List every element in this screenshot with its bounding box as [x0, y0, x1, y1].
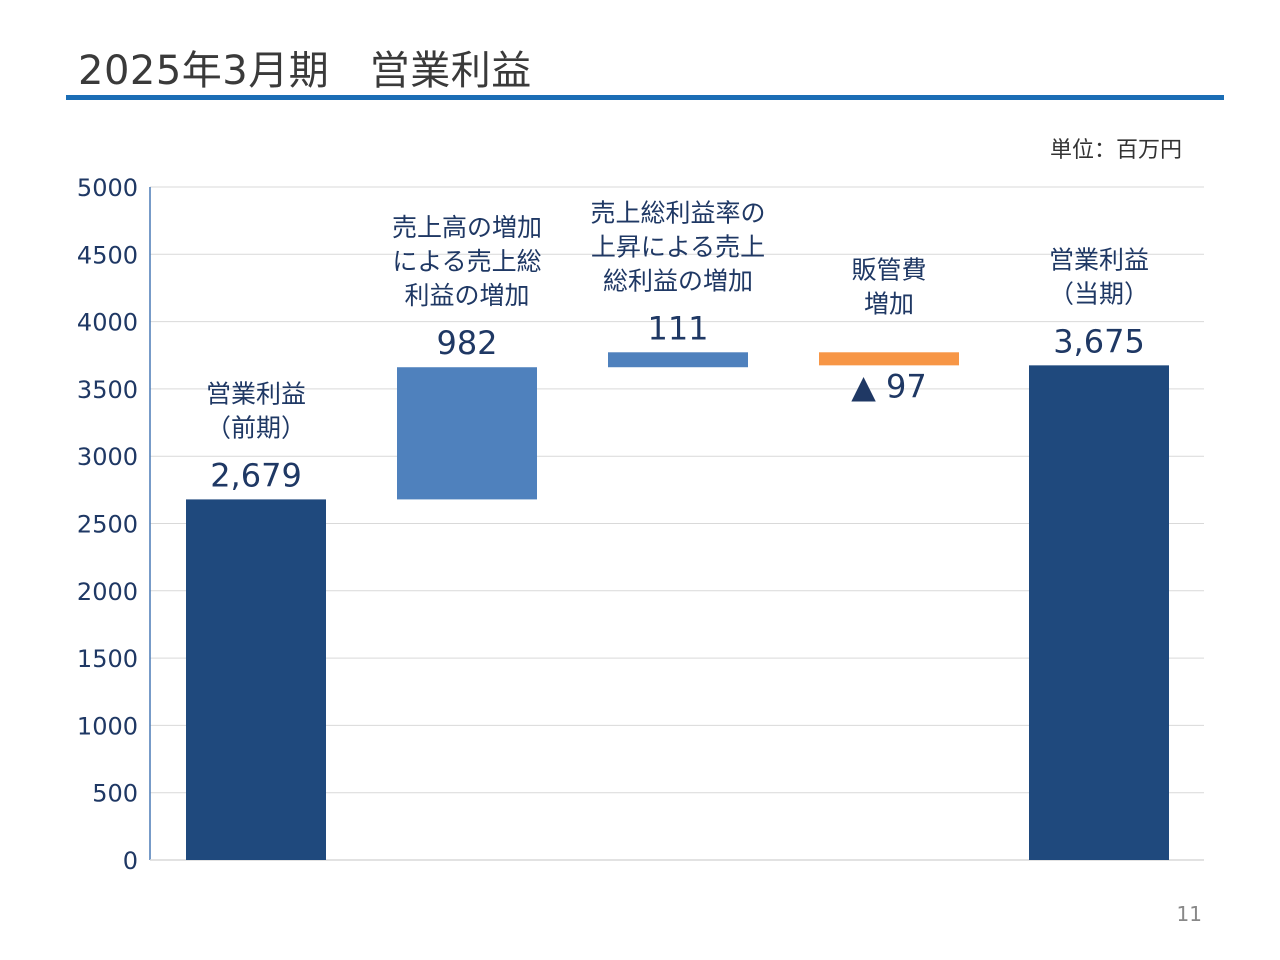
category-label: 売上高の増加 — [392, 213, 542, 242]
category-label: による売上総 — [392, 247, 541, 276]
category-label: 総利益の増加 — [603, 266, 753, 295]
waterfall-bar — [397, 367, 537, 500]
category-label: 売上総利益率の — [590, 198, 765, 227]
page-number: 11 — [1176, 902, 1202, 926]
category-label: 利益の増加 — [404, 281, 529, 310]
slide-title: 2025年3月期 営業利益 — [78, 48, 532, 94]
unit-label: 単位：百万円 — [1049, 138, 1182, 163]
waterfall-bar — [1029, 365, 1169, 860]
category-label: 上昇による売上 — [591, 232, 765, 261]
waterfall-bar — [608, 352, 748, 368]
bar-value-label: 982 — [436, 324, 497, 362]
waterfall-bar — [186, 499, 326, 860]
y-tick-label: 1000 — [77, 712, 138, 740]
y-tick-label: 4000 — [77, 309, 138, 337]
y-tick-label: 2500 — [77, 511, 138, 539]
y-tick-label: 3500 — [77, 376, 138, 404]
y-tick-label: 500 — [92, 780, 138, 808]
waterfall-bar — [819, 352, 959, 366]
category-label: （前期） — [206, 413, 306, 442]
bar-value-label: 3,675 — [1053, 322, 1145, 360]
y-tick-label: 2000 — [77, 578, 138, 606]
y-tick-label: 5000 — [77, 174, 138, 202]
y-tick-label: 1500 — [77, 645, 138, 673]
bar-value-label: ▲ 97 — [851, 367, 927, 405]
category-label: 販管費 — [851, 255, 926, 284]
bar-value-label: 111 — [647, 309, 708, 347]
bar-value-label: 2,679 — [210, 456, 302, 494]
y-tick-label: 0 — [123, 847, 138, 875]
category-label: 増加 — [864, 289, 914, 318]
y-tick-label: 3000 — [77, 443, 138, 471]
category-label: 営業利益 — [1049, 245, 1149, 274]
y-tick-label: 4500 — [77, 241, 138, 269]
category-label: （当期） — [1049, 279, 1149, 308]
category-label: 営業利益 — [206, 379, 306, 408]
title-divider — [66, 95, 1224, 100]
